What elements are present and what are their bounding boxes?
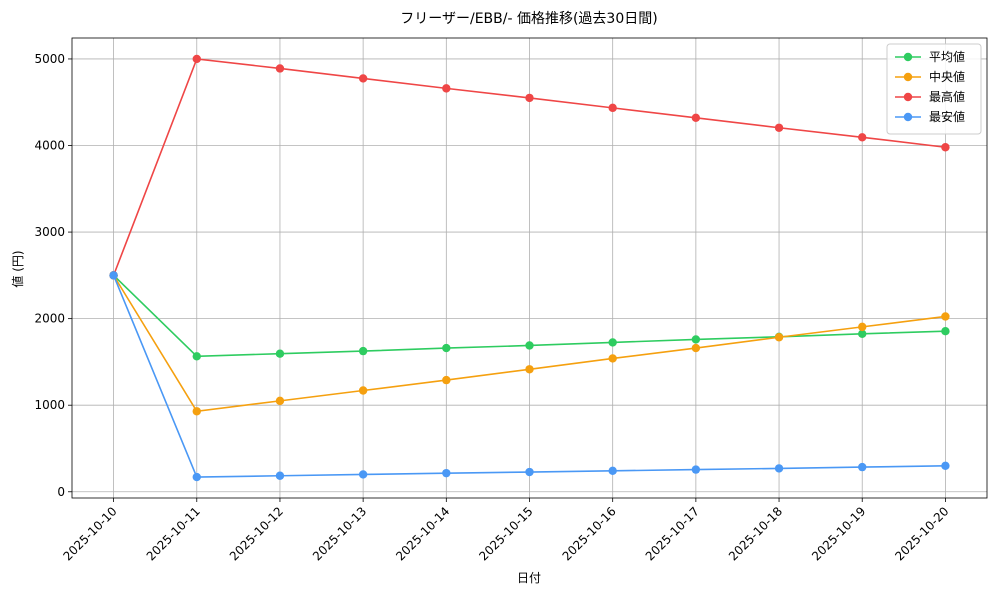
y-tick-label: 4000 [34,139,65,153]
data-point [275,64,285,73]
data-point [442,468,451,478]
x-tick-label: 2025-10-16 [560,504,619,563]
data-point [608,338,617,347]
data-point [941,143,950,152]
data-point [941,461,950,470]
data-point [691,335,701,344]
data-point [858,322,867,332]
x-tick-label: 2025-10-19 [809,504,868,563]
data-point [192,352,201,361]
x-tick-label: 2025-10-18 [726,504,785,563]
data-point [608,103,617,113]
legend-marker [903,92,913,102]
legend-label: 中央値 [929,69,965,84]
x-tick-label: 2025-10-17 [643,504,702,563]
data-point [358,470,368,479]
y-tick-label: 0 [57,485,65,499]
data-point [525,365,534,374]
legend-label: 平均値 [929,49,965,64]
data-point [275,349,285,358]
x-tick-label: 2025-10-11 [144,504,203,563]
legend-label: 最安値 [929,109,965,124]
data-point [858,462,867,472]
y-tick-label: 2000 [34,312,65,326]
data-point [691,343,701,353]
chart-title: フリーザー/EBB/- 価格推移(過去30日間) [400,11,657,27]
data-point [774,464,784,473]
data-point [275,396,285,406]
x-tick-label: 2025-10-20 [892,504,951,563]
data-point [525,467,534,477]
data-point [858,133,867,142]
legend-marker [903,52,913,62]
data-point [858,329,867,338]
legend-label: 最高値 [929,89,965,104]
data-point [691,113,701,123]
data-point [192,407,201,416]
data-point [275,471,285,480]
x-tick-label: 2025-10-13 [310,504,369,563]
data-point [941,312,950,321]
x-tick-label: 2025-10-12 [227,504,286,563]
data-point [691,465,701,474]
legend-box [886,43,982,135]
data-point [358,346,368,356]
legend-marker [903,72,913,82]
data-point [608,466,617,476]
plot-frame [71,37,988,499]
y-axis-label: 値 (円) [10,250,25,287]
legend-marker [903,112,913,122]
data-point [525,341,534,350]
data-point [109,271,118,280]
data-point [442,84,451,93]
data-point [608,354,617,363]
x-tick-label: 2025-10-14 [393,504,452,563]
y-tick-label: 1000 [34,398,65,412]
data-point [192,472,201,482]
data-point [442,343,451,353]
y-tick-label: 3000 [34,225,65,239]
x-axis-label: 日付 [517,571,541,585]
x-tick-label: 2025-10-15 [476,504,535,563]
y-tick-label: 5000 [34,52,65,66]
x-tick-label: 2025-10-10 [60,504,119,563]
data-point [774,123,784,132]
data-point [442,375,451,385]
data-point [941,326,950,336]
data-point [525,93,534,103]
data-point [192,54,201,64]
data-point [358,386,368,395]
data-point [358,74,368,83]
data-point [774,333,784,342]
